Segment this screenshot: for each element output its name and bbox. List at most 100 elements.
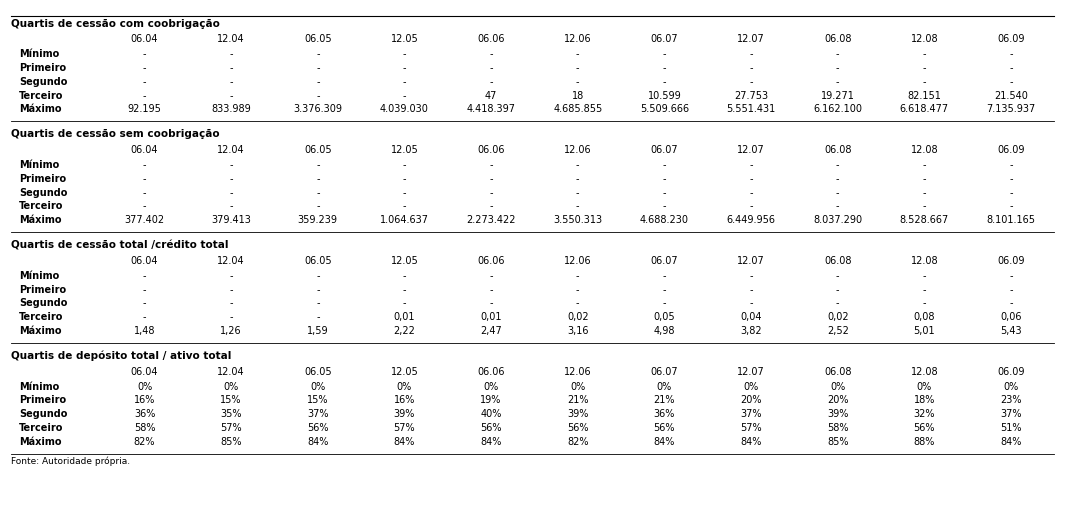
Text: -: - xyxy=(1010,298,1013,308)
Text: 06.04: 06.04 xyxy=(131,145,159,155)
Text: -: - xyxy=(750,77,753,87)
Text: 4,98: 4,98 xyxy=(654,326,675,336)
Text: 06.08: 06.08 xyxy=(824,256,852,266)
Text: 82%: 82% xyxy=(567,437,589,447)
Text: 06.09: 06.09 xyxy=(997,34,1025,45)
Text: 12.06: 12.06 xyxy=(564,256,591,266)
Text: 19%: 19% xyxy=(480,395,502,405)
Text: 3.550.313: 3.550.313 xyxy=(553,215,603,225)
Text: -: - xyxy=(922,174,927,184)
Text: Primeiro: Primeiro xyxy=(19,63,66,73)
Text: 39%: 39% xyxy=(828,409,849,419)
Text: 84%: 84% xyxy=(480,437,502,447)
Text: 06.08: 06.08 xyxy=(824,367,852,377)
Text: 19.271: 19.271 xyxy=(821,91,854,101)
Text: 12.08: 12.08 xyxy=(911,256,938,266)
Text: 36%: 36% xyxy=(654,409,675,419)
Text: 84%: 84% xyxy=(307,437,328,447)
Text: -: - xyxy=(403,188,406,198)
Text: 06.08: 06.08 xyxy=(824,34,852,45)
Text: 0%: 0% xyxy=(830,382,846,392)
Text: -: - xyxy=(922,49,927,59)
Text: 18%: 18% xyxy=(914,395,935,405)
Text: Mínimo: Mínimo xyxy=(19,271,60,281)
Text: -: - xyxy=(143,49,146,59)
Text: -: - xyxy=(1010,77,1013,87)
Text: -: - xyxy=(662,285,667,295)
Text: -: - xyxy=(403,91,406,101)
Text: 82%: 82% xyxy=(134,437,155,447)
Text: -: - xyxy=(489,271,493,281)
Text: -: - xyxy=(576,201,579,211)
Text: 12.05: 12.05 xyxy=(391,256,419,266)
Text: 88%: 88% xyxy=(914,437,935,447)
Text: 37%: 37% xyxy=(307,409,329,419)
Text: 0%: 0% xyxy=(137,382,152,392)
Text: -: - xyxy=(576,49,579,59)
Text: 21.540: 21.540 xyxy=(994,91,1028,101)
Text: 0,05: 0,05 xyxy=(654,312,675,322)
Text: -: - xyxy=(662,174,667,184)
Text: -: - xyxy=(576,285,579,295)
Text: -: - xyxy=(143,312,146,322)
Text: -: - xyxy=(922,285,927,295)
Text: 6.162.100: 6.162.100 xyxy=(814,104,863,114)
Text: 57%: 57% xyxy=(220,423,242,433)
Text: -: - xyxy=(403,49,406,59)
Text: -: - xyxy=(750,174,753,184)
Text: Máximo: Máximo xyxy=(19,326,62,336)
Text: Quartis de depósito total / ativo total: Quartis de depósito total / ativo total xyxy=(11,351,231,361)
Text: Segundo: Segundo xyxy=(19,77,67,87)
Text: 12.07: 12.07 xyxy=(737,34,765,45)
Text: 0%: 0% xyxy=(743,382,758,392)
Text: -: - xyxy=(1010,188,1013,198)
Text: -: - xyxy=(316,298,320,308)
Text: 21%: 21% xyxy=(654,395,675,405)
Text: -: - xyxy=(403,201,406,211)
Text: -: - xyxy=(403,160,406,170)
Text: Terceiro: Terceiro xyxy=(19,91,64,101)
Text: -: - xyxy=(316,174,320,184)
Text: 2.273.422: 2.273.422 xyxy=(466,215,515,225)
Text: 5.509.666: 5.509.666 xyxy=(640,104,689,114)
Text: 6.618.477: 6.618.477 xyxy=(900,104,949,114)
Text: -: - xyxy=(750,298,753,308)
Text: -: - xyxy=(143,160,146,170)
Text: 0%: 0% xyxy=(1003,382,1018,392)
Text: -: - xyxy=(403,63,406,73)
Text: -: - xyxy=(316,285,320,295)
Text: 06.05: 06.05 xyxy=(304,256,331,266)
Text: -: - xyxy=(489,298,493,308)
Text: -: - xyxy=(143,63,146,73)
Text: -: - xyxy=(229,77,233,87)
Text: 6.449.956: 6.449.956 xyxy=(726,215,775,225)
Text: 36%: 36% xyxy=(134,409,155,419)
Text: 06.05: 06.05 xyxy=(304,34,331,45)
Text: -: - xyxy=(836,160,839,170)
Text: 18: 18 xyxy=(572,91,584,101)
Text: 06.09: 06.09 xyxy=(997,367,1025,377)
Text: 84%: 84% xyxy=(740,437,761,447)
Text: -: - xyxy=(143,188,146,198)
Text: -: - xyxy=(922,188,927,198)
Text: 5,01: 5,01 xyxy=(914,326,935,336)
Text: 0%: 0% xyxy=(484,382,498,392)
Text: Fonte: Autoridade própria.: Fonte: Autoridade própria. xyxy=(11,456,130,466)
Text: 10.599: 10.599 xyxy=(648,91,682,101)
Text: 379.413: 379.413 xyxy=(211,215,251,225)
Text: -: - xyxy=(662,188,667,198)
Text: -: - xyxy=(143,298,146,308)
Text: 1,48: 1,48 xyxy=(134,326,155,336)
Text: Quartis de cessão sem coobrigação: Quartis de cessão sem coobrigação xyxy=(11,129,219,139)
Text: 8.037.290: 8.037.290 xyxy=(814,215,863,225)
Text: 20%: 20% xyxy=(826,395,849,405)
Text: -: - xyxy=(662,201,667,211)
Text: 15%: 15% xyxy=(220,395,242,405)
Text: 16%: 16% xyxy=(394,395,415,405)
Text: -: - xyxy=(576,160,579,170)
Text: 58%: 58% xyxy=(134,423,155,433)
Text: -: - xyxy=(489,160,493,170)
Text: -: - xyxy=(662,298,667,308)
Text: 57%: 57% xyxy=(740,423,761,433)
Text: -: - xyxy=(403,77,406,87)
